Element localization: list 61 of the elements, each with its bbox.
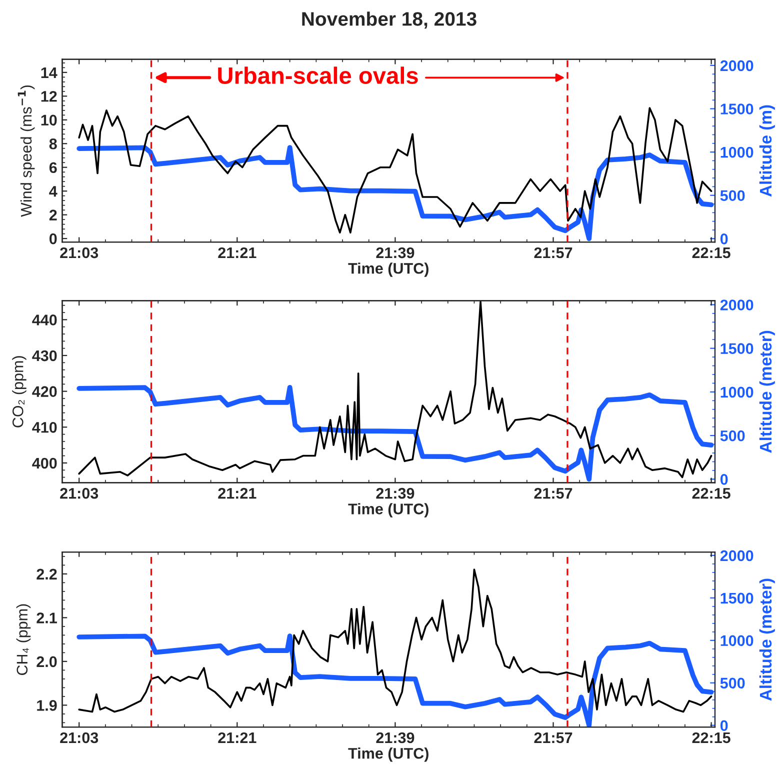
x-tick-label: 21:57 (534, 732, 572, 744)
y2-tick-label: 0 (720, 474, 728, 485)
y2-tick-label: 2000 (720, 300, 754, 310)
x-tick-label: 21:39 (376, 732, 414, 744)
y-tick-label: 4 (49, 186, 58, 197)
x-tick-label: 21:03 (60, 247, 98, 258)
y2-tick-label: 2000 (720, 550, 754, 562)
y-tick-label: 10 (41, 114, 57, 126)
y2-tick-label: 500 (720, 678, 745, 689)
y-tick-label: 14 (41, 67, 58, 78)
y-tick-label: 6 (49, 162, 57, 174)
x-tick-label: 22:15 (692, 488, 730, 499)
y-tick-label: 12 (41, 91, 57, 102)
y2-axis-title: Altitude (m) (759, 105, 775, 197)
x-tick-label: 21:57 (534, 247, 572, 258)
y-tick-label: 400 (32, 458, 57, 469)
annotation: Urban-scale ovals (218, 66, 418, 84)
x-axis-title: Time (UTC) (348, 748, 428, 762)
x-tick-label: 21:03 (60, 488, 98, 499)
line-series (78, 300, 712, 478)
x-tick-label: 21:21 (218, 488, 256, 499)
y2-axis-title: Altitude (meter) (759, 330, 775, 453)
y2-axis-title: Altitude (meter) (759, 578, 775, 701)
x-tick-label: 21:21 (218, 247, 256, 258)
y2-tick-label: 1500 (720, 592, 754, 604)
line-series (78, 107, 712, 234)
x-tick-label: 21:39 (376, 247, 414, 258)
y-tick-label: 1.9 (37, 700, 57, 711)
y2-tick-label: 500 (720, 430, 745, 442)
y-tick-label: 2 (49, 210, 57, 220)
y-axis-title: Wind speed (ms$^{−1}$) (18, 85, 35, 217)
y2-tick-label: 1000 (720, 146, 754, 158)
x-tick-label: 22:15 (692, 247, 730, 258)
x-tick-label: 21:57 (534, 488, 572, 499)
y2-tick-label: 1500 (720, 104, 754, 114)
x-tick-label: 21:39 (376, 488, 414, 499)
y2-tick-label: 500 (720, 190, 745, 202)
y-tick-label: 2.0 (36, 656, 57, 668)
y-tick-label: 8 (49, 138, 57, 150)
y-tick-label: 2.1 (36, 612, 57, 624)
y-axis-title: CO₂ (ppm) (12, 356, 26, 428)
y-tick-label: 420 (32, 386, 57, 397)
y2-tick-label: 0 (720, 720, 728, 732)
x-tick-label: 21:03 (60, 732, 98, 744)
y2-tick-label: 1000 (720, 635, 754, 646)
x-axis-title: Time (UTC) (348, 503, 428, 518)
y-tick-label: 430 (32, 350, 57, 362)
y-tick-label: 2.2 (36, 568, 57, 580)
y-tick-label: 410 (32, 422, 57, 433)
y-axis-title: CH₄ (ppm) (16, 604, 31, 675)
y-tick-label: 440 (32, 314, 57, 326)
x-axis-title: Time (UTC) (348, 262, 428, 277)
line-series (78, 568, 712, 713)
x-tick-label: 21:21 (218, 732, 256, 743)
chart-title: November 18, 2013 (302, 12, 476, 29)
y2-tick-label: 2000 (720, 60, 754, 72)
y-tick-label: 0 (49, 233, 57, 244)
y2-tick-label: 1500 (720, 343, 754, 354)
y2-tick-label: 0 (720, 234, 728, 244)
y2-tick-label: 1000 (720, 386, 754, 398)
x-tick-label: 22:15 (692, 732, 730, 744)
